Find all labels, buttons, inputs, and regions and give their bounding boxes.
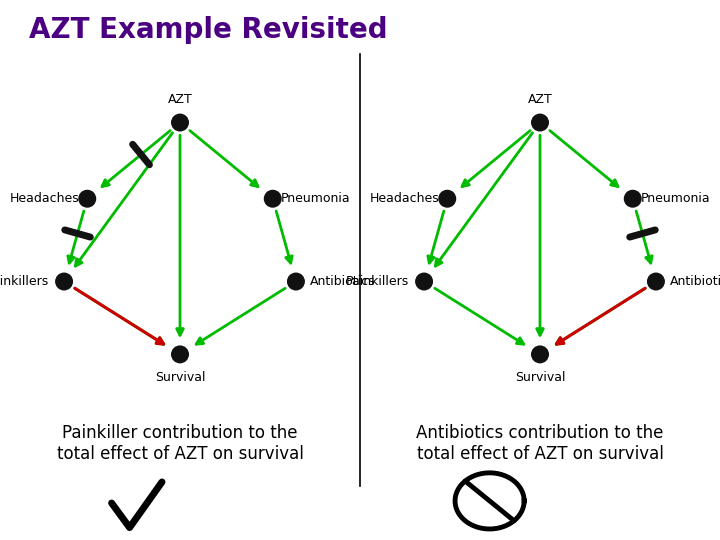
Text: AZT Example Revisited: AZT Example Revisited xyxy=(29,16,387,44)
Text: Survival: Survival xyxy=(155,371,205,384)
Text: Antibiotics: Antibiotics xyxy=(670,275,720,288)
Circle shape xyxy=(264,191,281,207)
Text: Survival: Survival xyxy=(515,371,565,384)
Text: Antibiotics contribution to the
total effect of AZT on survival: Antibiotics contribution to the total ef… xyxy=(416,424,664,463)
Text: Pneumonia: Pneumonia xyxy=(641,192,711,205)
Text: Headaches: Headaches xyxy=(369,192,439,205)
Text: AZT: AZT xyxy=(528,93,552,106)
Text: Antibiotics: Antibiotics xyxy=(310,275,375,288)
Text: Painkillers: Painkillers xyxy=(346,275,410,288)
Text: Painkiller contribution to the
total effect of AZT on survival: Painkiller contribution to the total eff… xyxy=(57,424,303,463)
Circle shape xyxy=(439,191,456,207)
Circle shape xyxy=(288,273,305,290)
Circle shape xyxy=(531,114,549,131)
Circle shape xyxy=(79,191,96,207)
Text: Pneumonia: Pneumonia xyxy=(281,192,351,205)
Circle shape xyxy=(172,346,189,363)
Circle shape xyxy=(648,273,665,290)
Circle shape xyxy=(172,114,189,131)
Circle shape xyxy=(531,346,549,363)
Circle shape xyxy=(56,273,73,290)
Text: Headaches: Headaches xyxy=(9,192,79,205)
Circle shape xyxy=(624,191,641,207)
Circle shape xyxy=(416,273,432,290)
Text: AZT: AZT xyxy=(168,93,192,106)
Text: Painkillers: Painkillers xyxy=(0,275,50,288)
